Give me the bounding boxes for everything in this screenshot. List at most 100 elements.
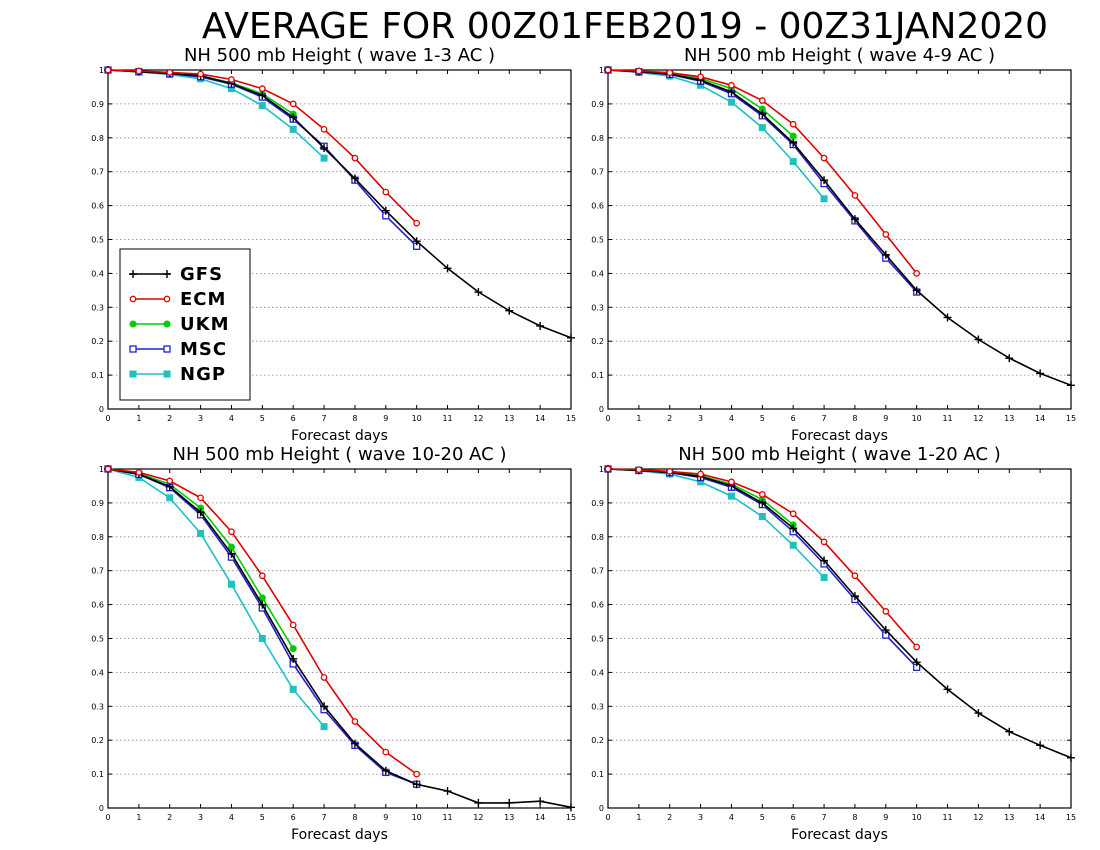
marker-ngp-p1-6	[289, 125, 297, 133]
marker-gfs-p2-7	[820, 176, 829, 185]
figure-title: AVERAGE FOR 00Z01FEB2019 - 00Z31JAN2020	[202, 6, 1048, 47]
legend-entry-ngp: NGP	[129, 364, 225, 385]
marker-ngp-p3-4	[227, 580, 235, 588]
marker-msc-plegend-a	[129, 345, 137, 353]
series-ecm	[104, 465, 421, 778]
y-tick-label: 1	[99, 465, 104, 474]
x-tick-label: 12	[473, 414, 483, 423]
marker-ecm-p3-1	[135, 469, 143, 476]
marker-gfs-p3-11	[443, 787, 452, 796]
marker-gfs-p3-8	[350, 739, 359, 748]
marker-gfs-p1-10	[412, 237, 421, 246]
marker-ecm-p3-7	[320, 674, 328, 681]
marker-ecm-p3-6	[289, 621, 297, 629]
x-tick-label: 13	[504, 414, 514, 423]
x-tick-label: 12	[973, 813, 983, 822]
x-tick-label: 15	[1066, 813, 1076, 822]
marker-ecm-p1-9	[382, 188, 390, 196]
y-tick-label: 0.5	[591, 635, 604, 644]
legend-label: UKM	[180, 314, 229, 335]
marker-gfs-p1-8	[350, 174, 359, 183]
x-tick-label: 3	[698, 813, 703, 822]
y-tick-label: 0.3	[91, 303, 104, 312]
marker-msc-plegend-b	[163, 345, 171, 353]
marker-ukm-plegend-a	[129, 320, 137, 328]
marker-gfs-p2-9	[881, 250, 890, 259]
x-tick-label: 1	[136, 414, 141, 423]
y-tick-label: 0.6	[91, 601, 104, 610]
x-tick-label: 4	[729, 813, 734, 822]
y-tick-label: 0.3	[91, 702, 104, 711]
x-tick-label: 2	[167, 813, 172, 822]
y-tick-label: 0.7	[91, 168, 104, 177]
marker-gfs-p3-4	[227, 549, 236, 558]
marker-ngp-p3-2	[166, 494, 174, 502]
marker-gfs-p2-11	[943, 313, 952, 322]
x-tick-label: 15	[1066, 414, 1076, 423]
marker-ecm-p3-5	[258, 572, 266, 580]
marker-gfs-p1-9	[381, 206, 390, 215]
x-tick-label: 13	[1004, 414, 1014, 423]
marker-ecm-p1-0	[104, 66, 112, 74]
series-line-ngp	[607, 69, 825, 200]
y-tick-label: 0.4	[591, 668, 604, 677]
y-tick-label: 0.7	[591, 168, 604, 177]
series-line-ngp	[107, 468, 325, 728]
marker-gfs-p1-6	[289, 113, 298, 122]
legend-label: GFS	[180, 264, 223, 285]
marker-gfs-p1-13	[505, 306, 514, 315]
marker-gfs-p4-10	[912, 658, 921, 667]
marker-ngp-p1-5	[258, 102, 266, 110]
x-tick-label: 5	[760, 813, 765, 822]
series-ecm	[604, 66, 921, 277]
y-tick-label: 0	[99, 804, 104, 813]
x-tick-label: 9	[883, 813, 888, 822]
marker-ecm-p2-9	[882, 231, 890, 238]
marker-ngp-p2-5	[758, 124, 766, 132]
x-tick-label: 9	[383, 414, 388, 423]
x-tick-label: 5	[760, 414, 765, 423]
chart-panel-1: NH 500 mb Height ( wave 1-3 AC ) 0 0.1 0.2 0…	[91, 45, 576, 444]
series-line-gfs	[607, 69, 1072, 387]
marker-ecm-p3-9	[382, 748, 390, 756]
y-tick-label: 0.2	[91, 337, 104, 346]
marker-gfs-p4-9	[881, 626, 890, 635]
marker-ecm-p4-2	[666, 468, 674, 475]
marker-gfs-p4-14	[1036, 741, 1045, 750]
marker-ecm-plegend-a	[129, 295, 137, 303]
x-tick-label: 8	[852, 414, 857, 423]
marker-ecm-p3-2	[166, 477, 174, 485]
marker-ecm-p2-3	[697, 73, 704, 81]
series-gfs	[604, 66, 1075, 390]
y-tick-label: 0.6	[91, 202, 104, 211]
marker-gfs-p4-15	[1067, 753, 1075, 762]
x-axis-label: Forecast days	[291, 428, 388, 444]
marker-ecm-p2-2	[666, 69, 674, 77]
marker-ecm-p1-3	[197, 70, 204, 78]
marker-ecm-p3-0	[104, 465, 112, 473]
x-tick-label: 8	[852, 813, 857, 822]
marker-gfs-p2-14	[1036, 369, 1045, 378]
marker-gfs-p3-10	[412, 780, 421, 789]
panel-title-2: NH 500 mb Height ( wave 4-9 AC )	[684, 45, 995, 66]
marker-ecm-p2-6	[789, 120, 797, 128]
x-tick-label: 5	[260, 813, 265, 822]
marker-gfs-p3-13	[505, 798, 514, 807]
x-tick-label: 14	[535, 414, 545, 423]
marker-ngp-plegend-b	[163, 370, 171, 378]
marker-gfs-p4-13	[1005, 727, 1014, 736]
x-tick-label: 9	[883, 414, 888, 423]
x-tick-label: 3	[198, 813, 203, 822]
marker-ngp-p3-6	[289, 685, 297, 693]
y-tick-label: 0.4	[91, 269, 104, 278]
marker-gfs-p4-5	[758, 498, 767, 507]
marker-ngp-p1-7	[320, 154, 328, 162]
x-tick-label: 4	[229, 813, 234, 822]
x-tick-label: 11	[942, 813, 952, 822]
x-tick-label: 8	[352, 414, 357, 423]
marker-gfs-p3-5	[258, 600, 267, 609]
marker-ngp-p4-6	[789, 541, 797, 549]
y-tick-label: 1	[599, 66, 604, 75]
x-tick-label: 0	[605, 414, 610, 423]
